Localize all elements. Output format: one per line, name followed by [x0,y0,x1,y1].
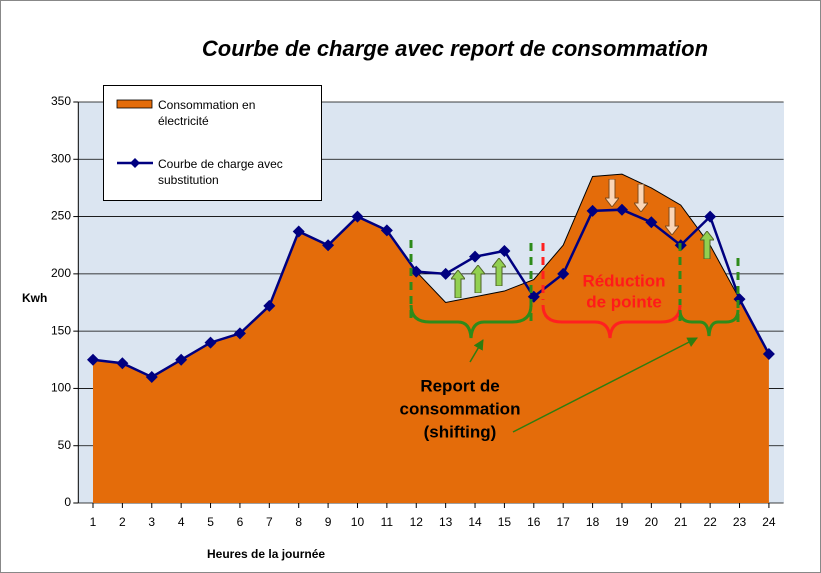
marker [439,267,452,280]
marker [351,210,364,223]
brace [541,304,682,339]
x-tick-label: 20 [645,515,659,529]
marker [116,357,129,370]
x-tick-label: 21 [674,515,688,529]
marker [469,250,482,263]
y-tick-label: 0 [64,495,71,509]
x-tick-label: 24 [762,515,776,529]
marker [498,244,511,257]
pointer-arrow [512,337,698,433]
x-tick-label: 8 [295,515,302,529]
x-tick-label: 10 [351,515,365,529]
line [92,208,771,379]
area [92,174,769,503]
x-tick-label: 13 [439,515,453,529]
legend-swatch [116,99,153,109]
marker [704,210,717,223]
marker [380,224,393,237]
marker [175,353,188,366]
x-tick-label: 22 [703,515,717,529]
y-tick-label: 250 [51,209,71,223]
x-tick-label: 14 [468,515,482,529]
legend-label: Consommation en électricité [158,98,256,128]
y-tick-label: 100 [51,381,71,395]
x-tick-label: 15 [498,515,512,529]
marker [292,225,305,238]
x-tick-label: 11 [381,515,394,529]
y-tick-label: 150 [51,323,71,337]
y-tick-label: 50 [58,438,72,452]
annotation: Report de [420,376,499,395]
annotation: (shifting) [424,422,497,441]
x-tick-label: 3 [148,515,155,529]
x-tick-label: 16 [527,515,541,529]
brace [678,309,740,337]
pointer-arrow [469,339,484,363]
x-tick-label: 7 [266,515,273,529]
legend-label: Courbe de charge avec substitution [158,157,283,187]
x-tick-label: 23 [733,515,747,529]
x-tick-label: 5 [207,515,214,529]
marker [322,239,335,252]
marker [762,348,775,361]
brace [409,304,533,339]
annotation: de pointe [586,292,662,311]
y-tick-label: 350 [51,94,71,108]
y-tick-label: 300 [51,151,71,165]
marker [263,299,276,312]
x-tick-label: 19 [615,515,629,529]
marker [645,216,658,229]
chart-title: Courbe de charge avec report de consomma… [202,36,708,61]
x-tick-label: 6 [237,515,244,529]
annotation: consommation [400,399,521,418]
marker [145,370,158,383]
marker [410,265,423,278]
marker [615,203,628,216]
marker [233,327,246,340]
x-tick-label: 9 [325,515,332,529]
legend-swatch [130,158,140,168]
marker [86,353,99,366]
annotations [409,179,740,433]
y-tick-label: 200 [51,266,71,280]
x-tick-label: 17 [557,515,571,529]
x-tick-label: 18 [586,515,600,529]
marker [586,204,599,217]
annotation: Réduction [582,271,665,290]
marker [557,267,570,280]
x-tick-label: 12 [410,515,424,529]
x-tick-label: 1 [90,515,97,529]
x-tick-label: 4 [178,515,185,529]
x-tick-label: 2 [119,515,126,529]
y-axis-title: Kwh [22,291,47,305]
marker [204,336,217,349]
x-axis-title: Heures de la journée [207,547,325,561]
